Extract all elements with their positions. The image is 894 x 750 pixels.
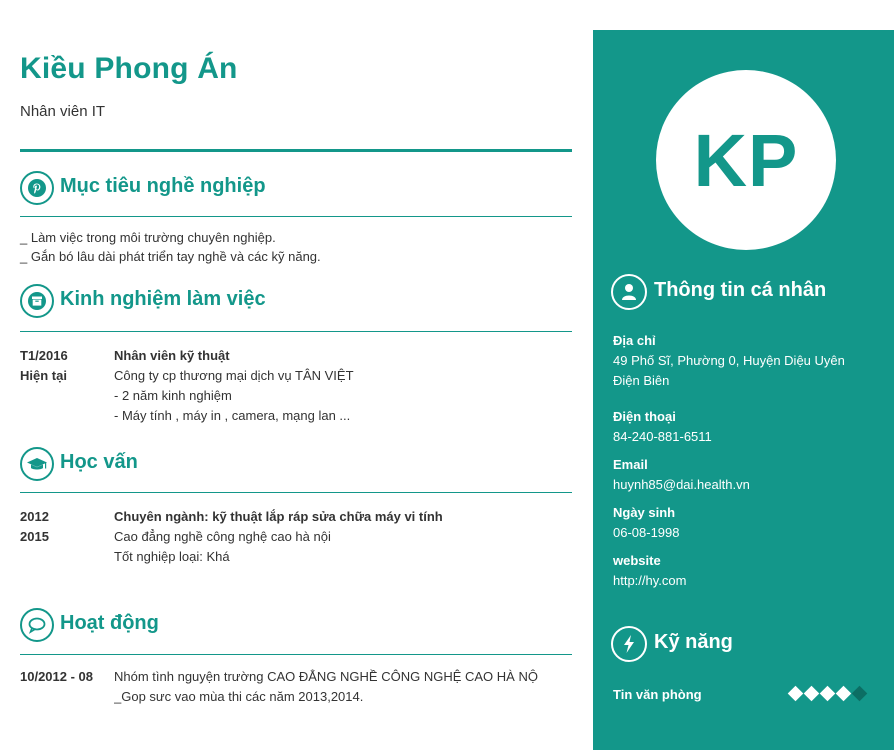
rating-diamond-empty [851, 685, 868, 702]
dob-value: 06-08-1998 [613, 525, 680, 540]
address-label: Địa chỉ [613, 333, 656, 348]
section-title: Hoạt động [60, 612, 159, 634]
rating-diamond-filled [787, 685, 804, 702]
skill-rating [787, 685, 868, 702]
company-name: Công ty cp thương mại dịch vụ TÂN VIỆT [114, 368, 354, 383]
avatar: KP [656, 70, 836, 250]
email-label: Email [613, 457, 648, 472]
section-divider [20, 654, 572, 655]
objective-line: _ Gắn bó lâu dài phát triển tay nghề và … [20, 249, 321, 264]
archive-box-icon [20, 284, 54, 318]
activity-entry: 10/2012 - 08 Nhóm tình nguyện trường CAO… [20, 667, 572, 709]
entry-content: Nhân viên kỹ thuật Công ty cp thương mại… [114, 346, 574, 426]
section-title: Kinh nghiệm làm việc [60, 288, 266, 310]
activity-line: _Gop sưc vao mùa thi các năm 2013,2014. [114, 689, 364, 704]
experience-entry: T1/2016 Hiện tại Nhân viên kỹ thuật Công… [20, 346, 572, 426]
email-value: huynh85@dai.health.vn [613, 477, 750, 492]
personal-info-header: Thông tin cá nhân [611, 274, 891, 310]
school-name: Cao đẳng nghề công nghệ cao hà nội [114, 529, 331, 544]
address-line: Điện Biên [613, 373, 670, 388]
date-end: Hiện tại [20, 368, 67, 383]
detail-line: - Máy tính , máy in , camera, mạng lan .… [114, 408, 351, 423]
section-activities-header: Hoạt động [20, 608, 572, 642]
objective-line: _ Làm việc trong môi trường chuyên nghiệ… [20, 230, 276, 245]
section-title: Học vấn [60, 451, 138, 473]
entry-content: Chuyên ngành: kỹ thuật lắp ráp sửa chữa … [114, 507, 574, 567]
rating-diamond-filled [835, 685, 852, 702]
pinterest-icon [20, 171, 54, 205]
section-objective-header: Mục tiêu nghề nghiệp [20, 171, 572, 205]
activity-line: Nhóm tình nguyện trường CAO ĐẲNG NGHỀ CÔ… [114, 669, 538, 684]
skills-header: Kỹ năng [611, 626, 891, 662]
entry-date: 2012 2015 [20, 507, 110, 547]
detail-line: - 2 năm kinh nghiệm [114, 388, 232, 403]
rating-diamond-filled [803, 685, 820, 702]
entry-date: T1/2016 Hiện tại [20, 346, 110, 386]
section-education-header: Học vấn [20, 447, 572, 481]
phone-value: 84-240-881-6511 [613, 429, 712, 444]
graduation-result: Tốt nghiệp loại: Khá [114, 549, 230, 564]
sidebar: KP Thông tin cá nhân Địa chỉ 49 Phố Sĩ, … [593, 30, 894, 750]
main-column: Kiều Phong Án Nhân viên IT Mục tiêu nghề… [20, 0, 572, 750]
website-value: http://hy.com [613, 573, 687, 588]
objective-text: _ Làm việc trong môi trường chuyên nghiệ… [20, 228, 321, 266]
rating-diamond-filled [819, 685, 836, 702]
section-divider [20, 216, 572, 217]
graduation-cap-icon [20, 447, 54, 481]
position-title: Nhân viên kỹ thuật [114, 348, 230, 363]
dob-label: Ngày sinh [613, 505, 676, 520]
section-title: Mục tiêu nghề nghiệp [60, 175, 266, 197]
section-divider [20, 492, 572, 493]
sidebar-section-title: Kỹ năng [654, 631, 733, 653]
website-label: website [613, 553, 661, 568]
education-entry: 2012 2015 Chuyên ngành: kỹ thuật lắp ráp… [20, 507, 572, 569]
phone-label: Điện thoại [613, 409, 676, 424]
address-value: 49 Phố Sĩ, Phường 0, Huyện Diệu Uyên Điệ… [613, 351, 883, 391]
section-divider [20, 331, 572, 332]
skill-name: Tin văn phòng [613, 687, 702, 702]
date-end: 2015 [20, 529, 49, 544]
address-line: 49 Phố Sĩ, Phường 0, Huyện Diệu Uyên [613, 353, 845, 368]
user-icon [611, 274, 647, 310]
sidebar-section-title: Thông tin cá nhân [654, 279, 827, 301]
major: Chuyên ngành: kỹ thuật lắp ráp sửa chữa … [114, 509, 443, 524]
entry-content: Nhóm tình nguyện trường CAO ĐẲNG NGHỀ CÔ… [114, 667, 574, 707]
job-title: Nhân viên IT [20, 103, 106, 120]
entry-date: 10/2012 - 08 [20, 669, 94, 684]
avatar-initials: KP [693, 118, 799, 202]
candidate-name: Kiều Phong Án [20, 52, 238, 85]
date-start: 2012 [20, 509, 49, 524]
speech-bubble-icon [20, 608, 54, 642]
date-start: T1/2016 [20, 348, 68, 363]
lightning-bolt-icon [611, 626, 647, 662]
section-experience-header: Kinh nghiệm làm việc [20, 284, 572, 318]
header-divider [20, 149, 572, 152]
